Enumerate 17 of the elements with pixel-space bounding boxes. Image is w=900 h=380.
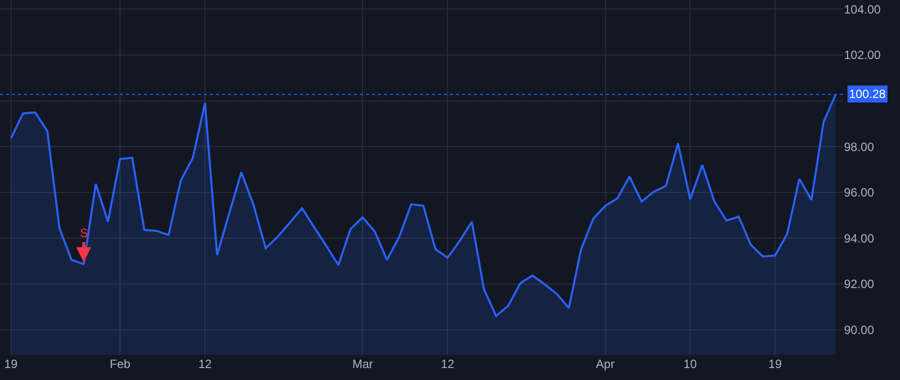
ref-line-label: 100.28	[849, 87, 886, 101]
y-tick-label: 98.00	[844, 140, 874, 154]
x-tick-label: 19	[4, 357, 18, 371]
annotation: S	[80, 226, 88, 240]
y-tick-label: 94.00	[844, 231, 874, 246]
x-tick-label: Feb	[110, 357, 131, 371]
y-tick-label: 104.00	[844, 2, 882, 16]
x-tick-label: Apr	[596, 357, 615, 371]
x-tick-label: 10	[683, 357, 698, 371]
y-tick-label: 102.00	[844, 48, 882, 62]
x-tick-label: 12	[198, 357, 212, 371]
x-tick-label: 19	[768, 357, 782, 371]
y-tick-label: 90.00	[844, 323, 874, 338]
y-tick-label: 92.00	[844, 277, 874, 292]
x-tick-label: 12	[440, 357, 455, 371]
x-tick-label: Mar	[352, 357, 374, 371]
y-tick-label: 96.00	[844, 186, 874, 200]
